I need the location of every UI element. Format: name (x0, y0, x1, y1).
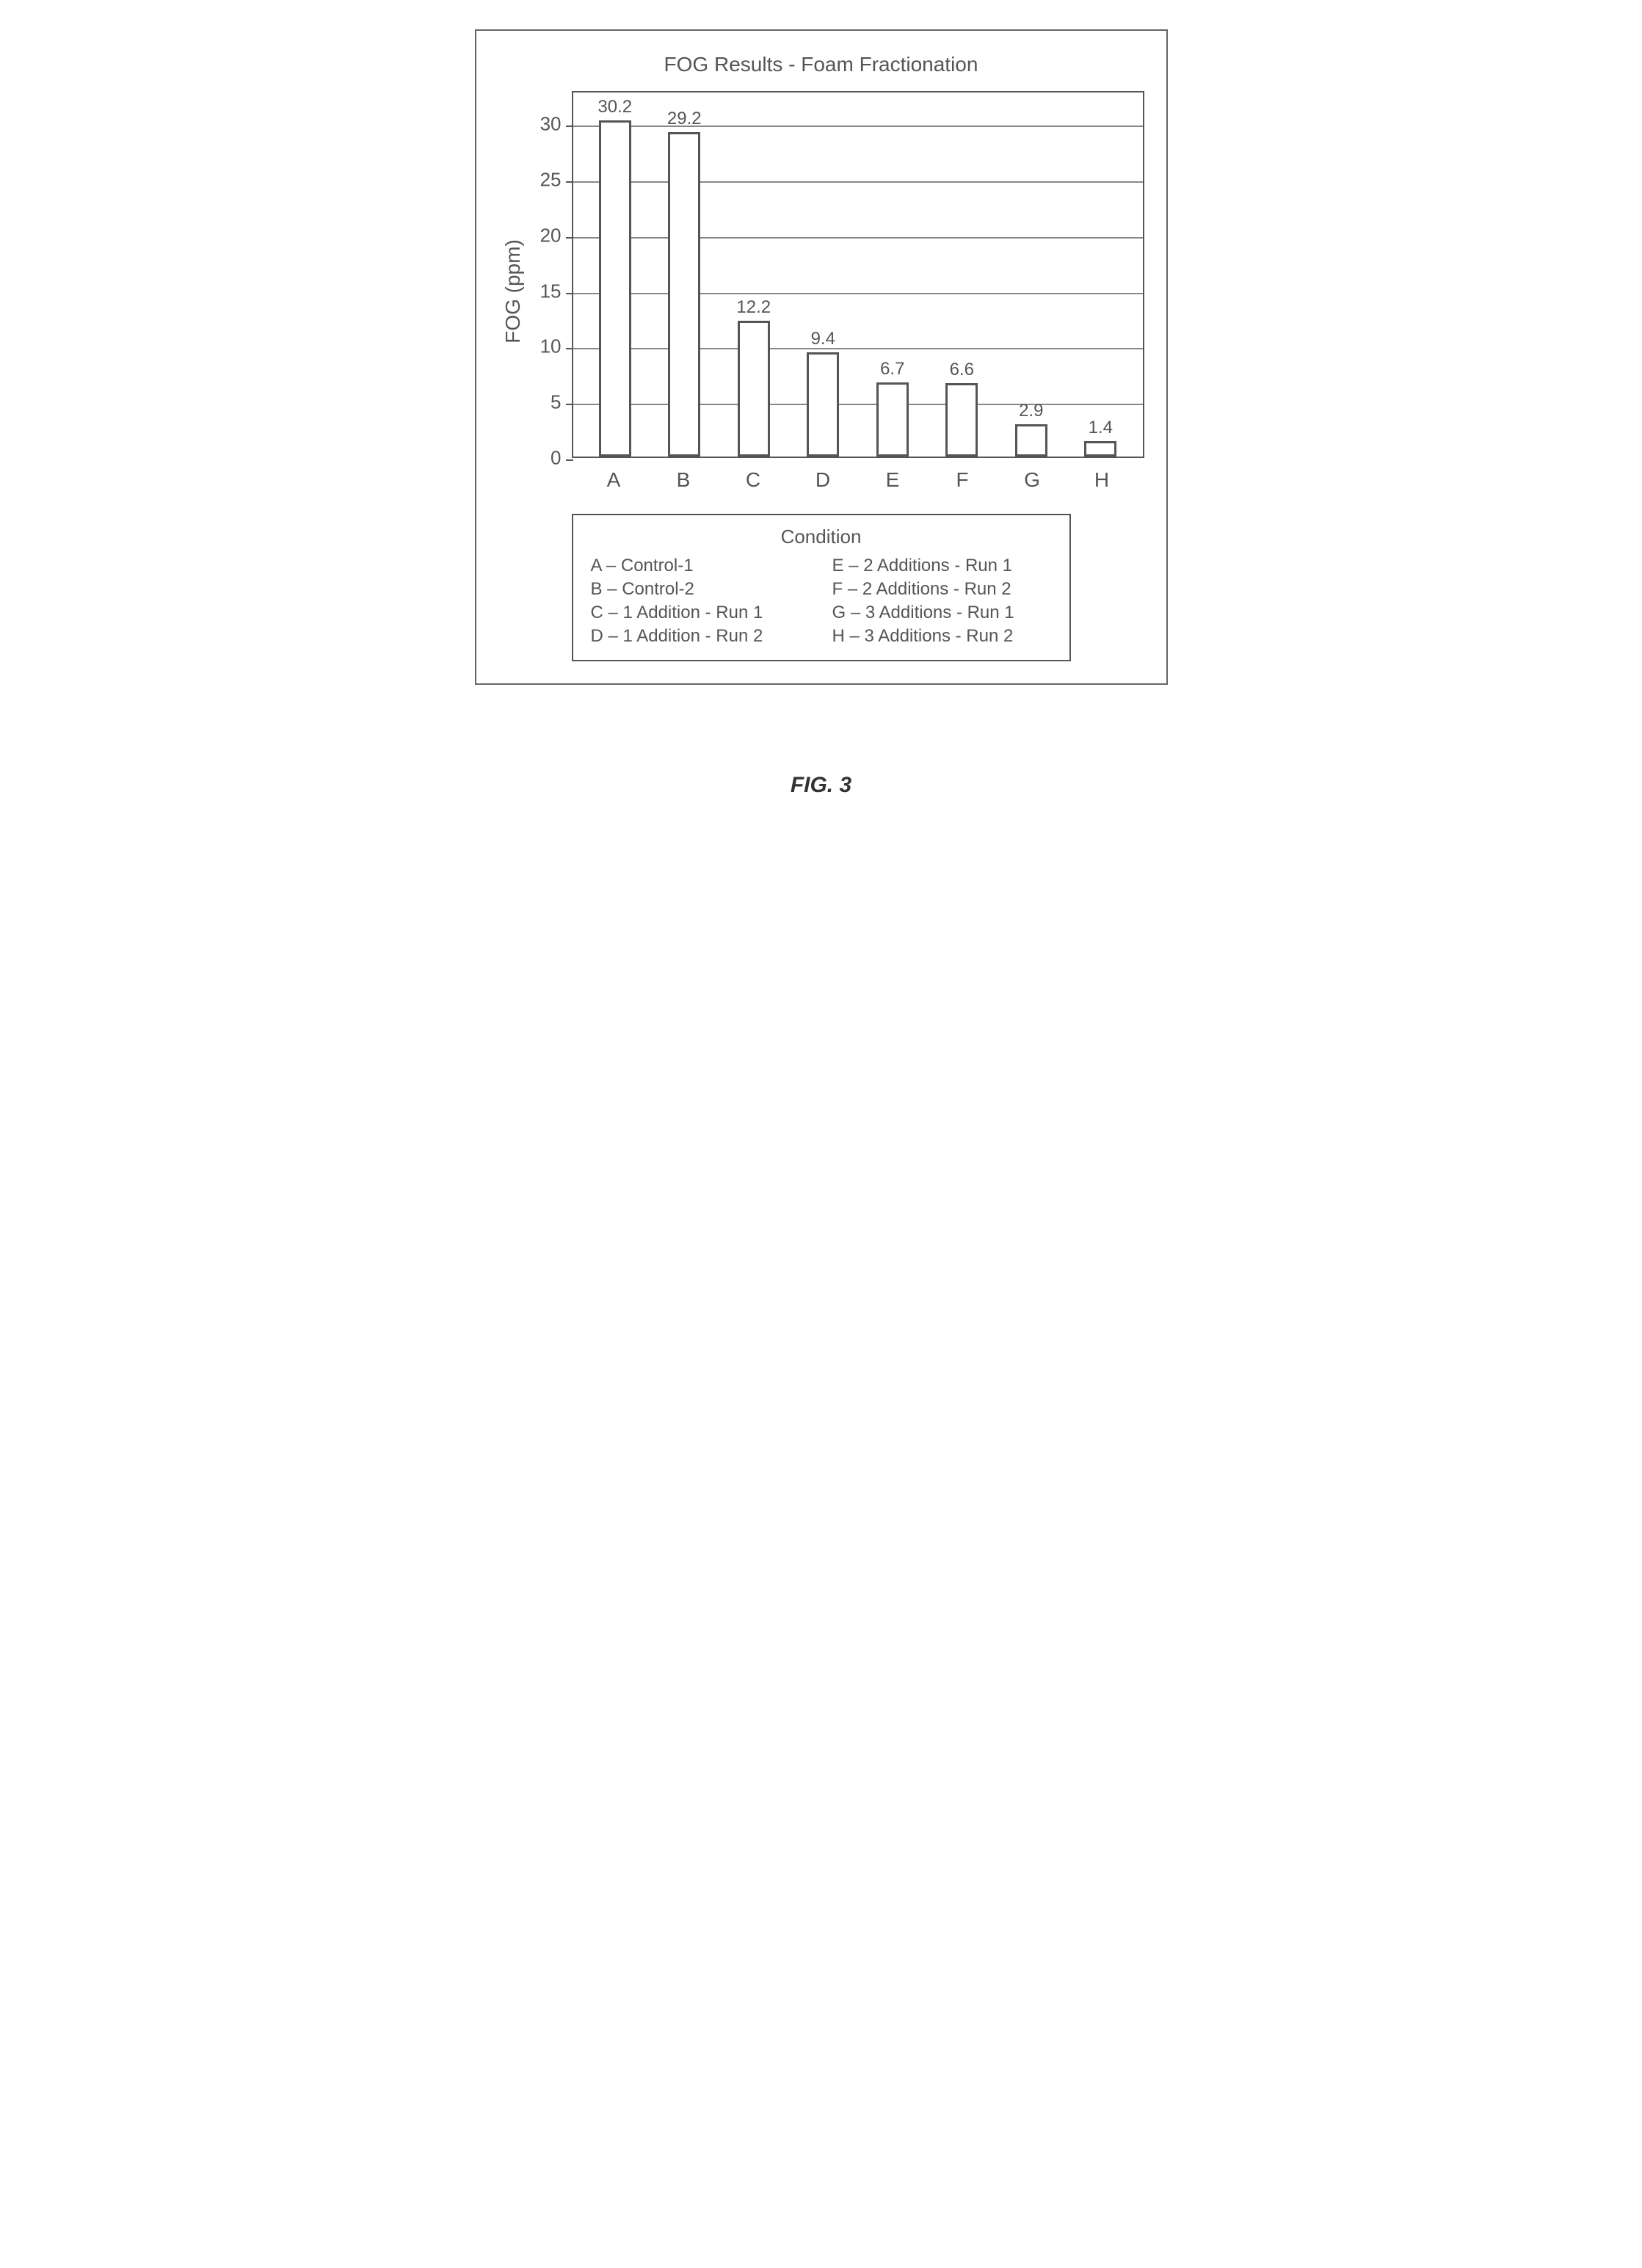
bar-value-label: 6.6 (950, 360, 974, 380)
y-tick (566, 181, 573, 183)
y-tick (566, 404, 573, 405)
bar-slot: 6.6 (927, 92, 997, 457)
x-tick-label: G (998, 468, 1067, 492)
legend-item: H – 3 Additions - Run 2 (832, 626, 1052, 647)
x-tick-label: D (788, 468, 858, 492)
bar-slot: 6.7 (858, 92, 928, 457)
bar-rect (668, 132, 700, 457)
plot-column: 30.2 29.2 12.2 9.4 6.7 6.6 2.9 1.4 ABCDEFGH (572, 91, 1144, 492)
bar-value-label: 12.2 (736, 297, 771, 318)
bar-value-label: 2.9 (1019, 401, 1043, 421)
y-tick-label: 25 (540, 169, 562, 192)
x-tick-row: ABCDEFGH (572, 458, 1144, 492)
bar-value-label: 6.7 (880, 359, 904, 379)
bar-slot: 9.4 (788, 92, 858, 457)
y-tick-label: 20 (540, 224, 562, 247)
legend-item: A – Control-1 (591, 556, 810, 576)
bar-value-label: 9.4 (811, 329, 835, 349)
chart-area: FOG (ppm) 0 5 10 15 20 25 30 30.2 29.2 12.2 9.4 6.… (498, 91, 1144, 492)
bar-rect (738, 321, 770, 457)
chart-title: FOG Results - Foam Fractionation (498, 53, 1144, 76)
legend-item: C – 1 Addition - Run 1 (591, 603, 810, 623)
y-tick-label: 10 (540, 335, 562, 358)
bar-value-label: 30.2 (597, 97, 632, 117)
figure-caption: FIG. 3 (791, 773, 851, 798)
legend-col-left: A – Control-1 B – Control-2 C – 1 Addition… (591, 556, 810, 647)
x-tick-label: A (579, 468, 649, 492)
bar-slot: 30.2 (581, 92, 650, 457)
bar-slot: 12.2 (719, 92, 789, 457)
legend-item: B – Control-2 (591, 579, 810, 600)
bars-container: 30.2 29.2 12.2 9.4 6.7 6.6 2.9 1.4 (573, 92, 1143, 457)
y-tick (566, 293, 573, 294)
figure-frame: FOG Results - Foam Fractionation FOG (pp… (475, 29, 1168, 685)
bar-slot: 2.9 (997, 92, 1067, 457)
legend-item: D – 1 Addition - Run 2 (591, 626, 810, 647)
bar-rect (599, 120, 631, 457)
y-axis-label: FOG (ppm) (501, 239, 525, 344)
bar-rect (945, 383, 978, 457)
plot-area: 30.2 29.2 12.2 9.4 6.7 6.6 2.9 1.4 (572, 91, 1144, 458)
y-tick-label: 30 (540, 113, 562, 136)
bar-rect (1084, 441, 1116, 457)
y-tick-label: 15 (540, 280, 562, 302)
x-tick-label: C (719, 468, 788, 492)
legend-col-right: E – 2 Additions - Run 1 F – 2 Additions -… (832, 556, 1052, 647)
x-tick-label: H (1067, 468, 1137, 492)
bar-slot: 1.4 (1066, 92, 1136, 457)
legend-box: Condition A – Control-1 B – Control-2 C – … (572, 514, 1071, 661)
y-tick-label: 5 (551, 391, 561, 414)
x-tick-label: F (928, 468, 998, 492)
legend-title: Condition (591, 526, 1052, 548)
legend-item: E – 2 Additions - Run 1 (832, 556, 1052, 576)
bar-rect (1015, 424, 1047, 457)
y-tick (566, 459, 573, 461)
legend-item: G – 3 Additions - Run 1 (832, 603, 1052, 623)
bar-slot: 29.2 (650, 92, 719, 457)
y-tick-label-column: 0 5 10 15 20 25 30 (528, 91, 572, 492)
bar-value-label: 29.2 (667, 109, 702, 129)
y-tick (566, 237, 573, 239)
legend-item: F – 2 Additions - Run 2 (832, 579, 1052, 600)
y-tick (566, 126, 573, 127)
y-axis-label-wrap: FOG (ppm) (498, 91, 528, 492)
bar-rect (807, 352, 839, 457)
y-tick (566, 348, 573, 349)
x-tick-label: B (649, 468, 719, 492)
bar-rect (876, 382, 909, 457)
legend-columns: A – Control-1 B – Control-2 C – 1 Addition… (591, 556, 1052, 647)
y-tick-label: 0 (551, 447, 561, 470)
x-tick-label: E (858, 468, 928, 492)
bar-value-label: 1.4 (1089, 418, 1113, 438)
